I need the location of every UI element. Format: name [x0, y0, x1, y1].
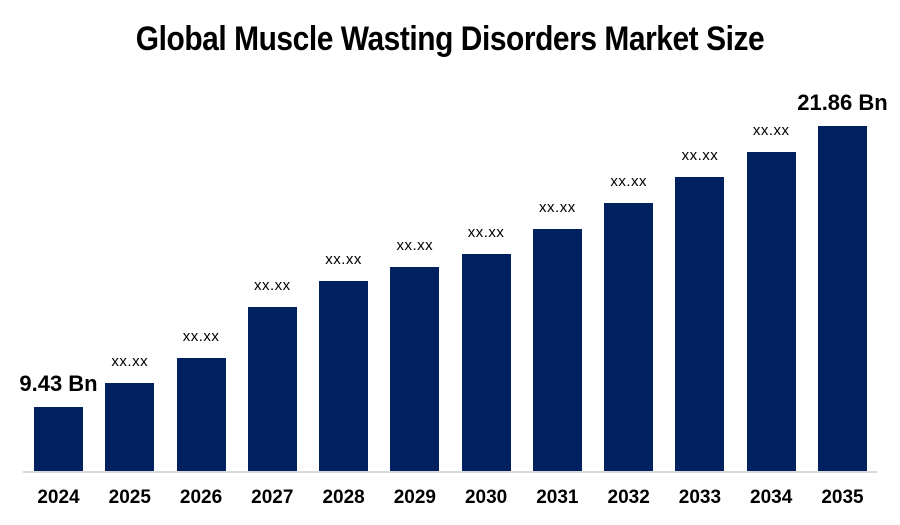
- bar-2029: [390, 267, 440, 471]
- chart-title: Global Muscle Wasting Disorders Market S…: [135, 20, 765, 58]
- x-tick-label-2024: 2024: [37, 487, 80, 508]
- value-label-2032: xx.xx: [610, 173, 647, 190]
- value-label-2028: xx.xx: [325, 251, 362, 268]
- value-label-2026: xx.xx: [182, 328, 220, 345]
- bar-2035: [817, 126, 867, 471]
- x-tick-label-2033: 2033: [678, 487, 722, 508]
- value-label-2031: xx.xx: [539, 199, 576, 216]
- value-label-2030: xx.xx: [467, 224, 505, 241]
- bar-2034: [746, 152, 796, 471]
- bar-2030: [461, 254, 511, 471]
- bar-2027: [247, 307, 297, 471]
- value-label-2033: xx.xx: [681, 147, 719, 164]
- x-tick-label-2032: 2032: [607, 487, 650, 508]
- bar-2024: [34, 407, 83, 471]
- value-label-2035: 21.86 Bn: [797, 90, 888, 115]
- x-tick-label-2031: 2031: [536, 487, 579, 508]
- x-tick-label-2035: 2035: [821, 487, 864, 508]
- x-tick-label-2028: 2028: [322, 487, 365, 508]
- bar-2028: [319, 281, 369, 471]
- x-tick-label-2030: 2030: [464, 487, 508, 508]
- value-label-2024: 9.43 Bn: [19, 371, 98, 396]
- bar-2026: [176, 358, 226, 471]
- x-axis-line: [23, 471, 877, 473]
- bar-2031: [532, 229, 582, 471]
- x-tick-label-2034: 2034: [750, 487, 793, 508]
- bar-2032: [604, 203, 654, 471]
- x-tick-label-2025: 2025: [108, 487, 151, 508]
- value-label-2029: xx.xx: [396, 237, 434, 254]
- bar-2025: [105, 383, 155, 471]
- x-tick-label-2027: 2027: [251, 487, 294, 508]
- x-tick-label-2026: 2026: [179, 487, 223, 508]
- value-label-2034: xx.xx: [752, 122, 790, 139]
- bar-2033: [675, 177, 725, 471]
- value-label-2025: xx.xx: [111, 353, 149, 370]
- value-label-2027: xx.xx: [253, 277, 291, 294]
- x-tick-label-2029: 2029: [393, 487, 436, 508]
